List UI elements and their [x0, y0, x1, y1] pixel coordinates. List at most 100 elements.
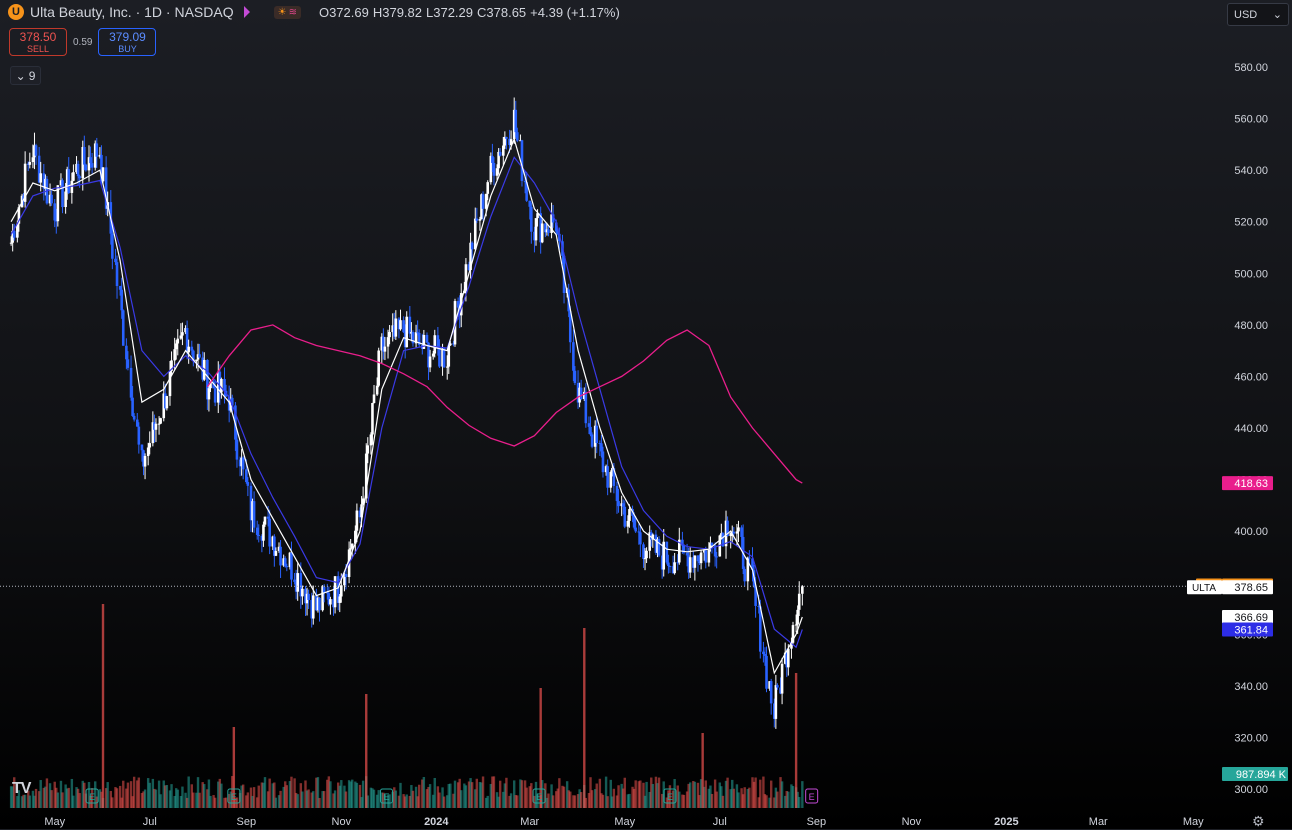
volume-bar: [290, 776, 293, 808]
earnings-marker-label: E: [383, 792, 389, 802]
volume-bar: [256, 797, 259, 808]
trade-panel: 378.50 SELL 0.59 379.09 BUY: [9, 28, 157, 56]
earnings-marker[interactable]: [532, 788, 546, 804]
volume-bar: [623, 777, 626, 808]
volume-bar: [464, 785, 468, 808]
volume-bar: [146, 778, 150, 808]
time-tick-label: May: [1183, 816, 1204, 828]
candle-body: [202, 359, 206, 380]
volume-bar: [720, 786, 723, 808]
volume-bar: [399, 782, 402, 808]
candle-body: [386, 337, 390, 347]
candle-body: [704, 550, 708, 563]
volume-bar: [371, 788, 374, 808]
candle-body: [64, 191, 67, 208]
earnings-marker[interactable]: [379, 788, 393, 804]
candle-body: [249, 485, 253, 521]
volume-bar: [410, 785, 413, 808]
earnings-marker[interactable]: [805, 788, 819, 804]
candle-body: [452, 343, 455, 345]
sell-button[interactable]: 378.50 SELL: [9, 28, 67, 56]
volume-bar: [262, 782, 265, 808]
candle-body: [115, 262, 119, 287]
candle-body: [589, 426, 592, 435]
candle-body: [403, 332, 407, 348]
gear-icon[interactable]: ⚙: [1252, 813, 1265, 829]
candle-body: [380, 336, 384, 351]
candle-body: [609, 472, 613, 488]
volume-bar: [681, 794, 684, 808]
volume-bar: [693, 781, 697, 808]
candle-body: [344, 574, 348, 578]
volume-bar: [516, 795, 519, 808]
symbol-tag-text: ULTA: [1192, 583, 1216, 594]
volume-bar: [126, 782, 130, 808]
volume-bar: [801, 781, 804, 808]
earnings-marker[interactable]: [85, 788, 99, 804]
volume-bar: [9, 786, 13, 808]
volume-bar: [56, 792, 60, 808]
price-tick-label: 440.00: [1234, 423, 1268, 435]
candle-body: [417, 332, 421, 345]
candle-body: [634, 527, 637, 532]
candle-body: [294, 581, 298, 592]
volume-bar: [67, 787, 70, 808]
candle-body: [37, 155, 41, 183]
currency-select[interactable]: USD ⌄: [1227, 3, 1289, 26]
candle-body: [361, 498, 365, 505]
candle-body: [366, 445, 370, 454]
volume-bar: [263, 777, 267, 808]
candle-body: [198, 354, 201, 358]
candle-body: [114, 258, 117, 263]
candle-body: [681, 539, 684, 546]
candle-body: [790, 642, 793, 649]
market-status-badges[interactable]: ☀ ≋: [273, 5, 301, 19]
candle-body: [692, 557, 695, 568]
candle-body: [685, 552, 689, 556]
candle-body: [601, 451, 605, 473]
volume-bar: [296, 794, 299, 808]
volume-bar: [601, 794, 605, 808]
volume-bar: [260, 782, 264, 808]
candle-body: [132, 415, 136, 420]
buy-button[interactable]: 379.09 BUY: [98, 28, 157, 56]
volume-bar: [285, 785, 288, 808]
volume-bar: [89, 795, 92, 808]
candle-body: [606, 466, 609, 488]
volume-bars: [9, 604, 804, 808]
volume-bar: [715, 791, 718, 808]
symbol-title[interactable]: Ulta Beauty, Inc. · 1D · NASDAQ: [30, 4, 234, 20]
volume-bar: [64, 784, 67, 808]
earnings-marker[interactable]: [663, 788, 677, 804]
price-tick-label: 460.00: [1234, 371, 1268, 383]
currency-value: USD: [1234, 8, 1258, 21]
candle-body: [392, 325, 396, 337]
candle-body: [304, 588, 307, 604]
candle-body: [399, 320, 402, 330]
candle-body: [195, 359, 198, 361]
ulta-logo[interactable]: U: [8, 4, 24, 20]
candle-body: [290, 552, 293, 580]
candle-body: [325, 592, 329, 594]
volume-bar: [643, 795, 647, 808]
volume-bar: [498, 780, 502, 808]
volume-bar: [70, 778, 74, 808]
candle-body: [192, 350, 195, 361]
candle-body: [779, 687, 782, 694]
volume-bar: [425, 789, 429, 808]
volume-bar: [307, 789, 310, 808]
candle-body: [726, 520, 729, 537]
volume-bar: [519, 779, 522, 808]
candle-body: [179, 335, 183, 339]
flag-icon[interactable]: [243, 6, 250, 18]
volume-bar: [22, 794, 25, 808]
volume-bar: [382, 792, 385, 808]
candle-body: [271, 536, 275, 547]
tradingview-logo[interactable]: TV: [12, 780, 31, 797]
earnings-marker[interactable]: [227, 788, 241, 804]
indicators-toggle[interactable]: ⌄ 9: [10, 66, 41, 85]
volume-bar: [492, 776, 496, 808]
volume-bar: [122, 780, 125, 808]
candle-body: [293, 579, 296, 582]
